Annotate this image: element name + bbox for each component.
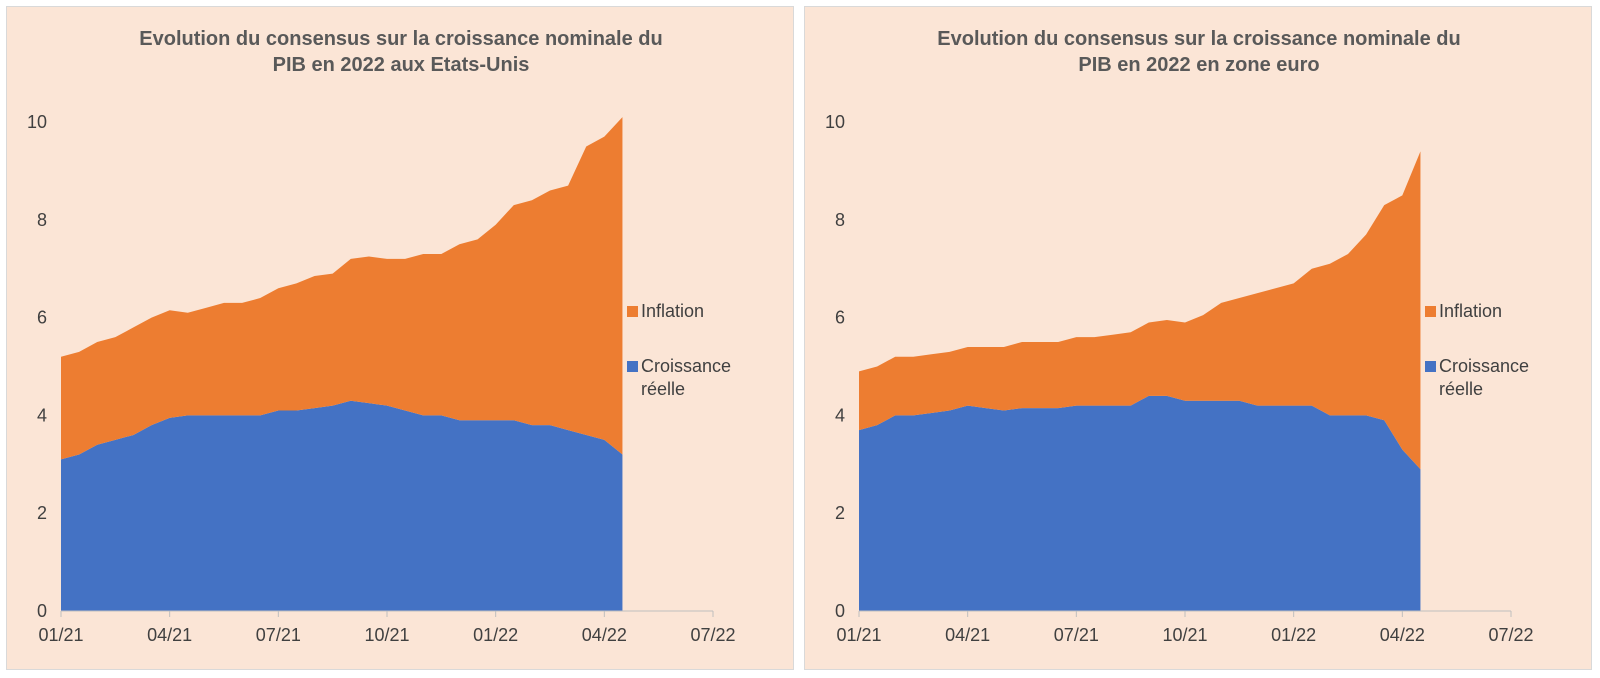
legend-label-inflation: Inflation bbox=[641, 301, 704, 321]
legend-label-word: réelle bbox=[1439, 379, 1483, 399]
x-tick-label: 04/21 bbox=[945, 625, 990, 645]
chart-title-line-1: Evolution du consensus sur la croissance… bbox=[937, 28, 1460, 50]
legend-swatch-inflation bbox=[1425, 306, 1436, 317]
x-tick-label: 04/22 bbox=[1380, 625, 1425, 645]
y-tick-label: 8 bbox=[37, 210, 47, 230]
legend-label-croissance-reelle: Croissance réelle bbox=[1439, 356, 1529, 399]
x-tick-label: 07/21 bbox=[256, 625, 301, 645]
area-inflation bbox=[61, 117, 623, 460]
legend-label-word: Croissance bbox=[641, 356, 731, 376]
y-tick-label: 6 bbox=[835, 308, 845, 328]
y-tick-label: 4 bbox=[37, 405, 47, 425]
x-tick-label: 10/21 bbox=[1162, 625, 1207, 645]
y-tick-label: 8 bbox=[835, 210, 845, 230]
x-tick-label: 01/21 bbox=[38, 625, 83, 645]
legend-swatch-croissance-reelle bbox=[627, 361, 638, 372]
area-croissance-reelle bbox=[61, 400, 623, 611]
x-tick-label: 01/22 bbox=[473, 625, 518, 645]
y-tick-label: 2 bbox=[37, 503, 47, 523]
y-tick-label: 10 bbox=[825, 112, 845, 132]
y-tick-label: 6 bbox=[37, 308, 47, 328]
legend-swatch-croissance-reelle bbox=[1425, 361, 1436, 372]
x-tick-label: 07/22 bbox=[1488, 625, 1533, 645]
x-tick-label: 04/22 bbox=[582, 625, 627, 645]
legend-label-word: Croissance bbox=[1439, 356, 1529, 376]
chart-us-svg: Evolution du consensus sur la croissance… bbox=[27, 28, 736, 645]
x-tick-label: 04/21 bbox=[147, 625, 192, 645]
x-tick-label: 07/21 bbox=[1054, 625, 1099, 645]
area-inflation bbox=[859, 151, 1421, 470]
y-tick-label: 0 bbox=[37, 601, 47, 621]
x-tick-label: 07/22 bbox=[690, 625, 735, 645]
y-tick-label: 10 bbox=[27, 112, 47, 132]
chart-title-line-2: PIB en 2022 en zone euro bbox=[1078, 54, 1319, 76]
x-tick-label: 01/21 bbox=[836, 625, 881, 645]
legend-swatch-inflation bbox=[627, 306, 638, 317]
y-tick-label: 0 bbox=[835, 601, 845, 621]
chart-eu-svg: Evolution du consensus sur la croissance… bbox=[825, 28, 1534, 645]
x-tick-label: 01/22 bbox=[1271, 625, 1316, 645]
chart-panel-eu: Evolution du consensus sur la croissance… bbox=[804, 6, 1592, 670]
legend-label-inflation: Inflation bbox=[1439, 301, 1502, 321]
y-tick-label: 2 bbox=[835, 503, 845, 523]
legend-label-croissance-reelle: Croissance réelle bbox=[641, 356, 731, 399]
y-tick-label: 4 bbox=[835, 405, 845, 425]
area-croissance-reelle bbox=[859, 395, 1421, 611]
legend-label-word: réelle bbox=[641, 379, 685, 399]
x-tick-label: 10/21 bbox=[364, 625, 409, 645]
chart-panel-us: Evolution du consensus sur la croissance… bbox=[6, 6, 794, 670]
chart-title-line-2: PIB en 2022 aux Etats-Unis bbox=[273, 54, 530, 76]
chart-title-line-1: Evolution du consensus sur la croissance… bbox=[139, 28, 662, 50]
